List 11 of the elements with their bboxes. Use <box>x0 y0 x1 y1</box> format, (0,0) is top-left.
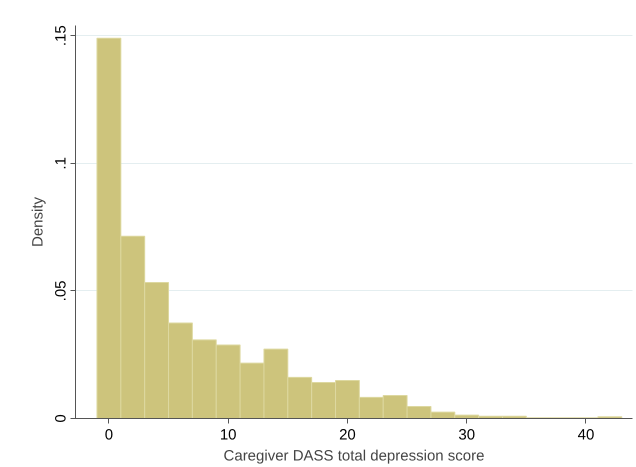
x-tick-label: 40 <box>578 426 594 444</box>
x-tick-label: 0 <box>104 426 114 444</box>
y-axis-title: Density <box>30 196 46 248</box>
y-tick-label: .15 <box>52 25 70 46</box>
x-tick-label: 20 <box>339 426 356 444</box>
x-tick-label: 30 <box>458 426 476 444</box>
y-tick-label: .05 <box>52 280 70 302</box>
x-tick-label: 10 <box>220 426 237 444</box>
x-axis-title: Caregiver DASS total depression score <box>224 448 484 464</box>
y-tick-label: .1 <box>52 157 70 170</box>
y-tick-label: 0 <box>52 414 70 423</box>
